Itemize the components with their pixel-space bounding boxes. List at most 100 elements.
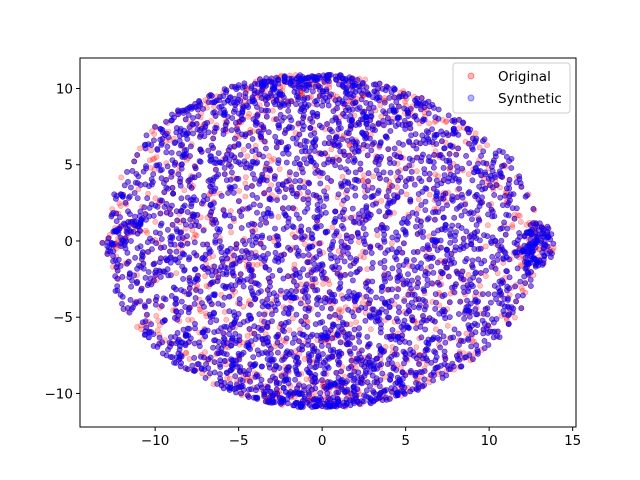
point-original: [421, 109, 428, 116]
point-original: [156, 199, 163, 206]
point-original: [359, 177, 366, 184]
point-original: [254, 118, 261, 125]
point-original: [264, 397, 270, 404]
point-original: [334, 391, 341, 398]
point-original: [444, 306, 450, 313]
point-original: [400, 155, 406, 161]
point-original: [322, 337, 328, 344]
point-original: [411, 318, 418, 325]
point-original: [314, 194, 320, 201]
point-original: [311, 241, 318, 247]
point-original: [390, 209, 397, 216]
point-original: [421, 113, 428, 120]
point-original: [292, 348, 299, 355]
point-original: [197, 103, 203, 110]
point-original: [320, 249, 326, 256]
point-original: [378, 197, 385, 204]
point-original: [196, 296, 203, 303]
point-original: [432, 148, 439, 155]
point-original: [446, 335, 453, 342]
point-original: [532, 231, 539, 237]
point-original: [356, 348, 363, 355]
point-original: [476, 157, 483, 163]
point-original: [183, 349, 190, 356]
point-original: [308, 93, 314, 100]
point-original: [128, 229, 135, 236]
point-original: [229, 292, 235, 299]
point-original: [109, 206, 116, 212]
point-original: [517, 262, 524, 268]
point-original: [152, 124, 159, 131]
point-original: [295, 227, 302, 234]
point-original: [278, 94, 284, 101]
point-original: [516, 212, 523, 219]
point-original: [361, 379, 368, 385]
point-original: [357, 378, 364, 385]
point-original: [243, 263, 250, 269]
point-original: [484, 142, 490, 149]
point-original: [376, 348, 383, 355]
point-original: [163, 160, 170, 167]
point-original: [249, 266, 256, 273]
point-original: [283, 97, 289, 104]
point-original: [253, 95, 260, 101]
point-original: [352, 219, 359, 226]
point-original: [328, 146, 335, 153]
point-original: [450, 143, 457, 149]
point-original: [326, 281, 333, 287]
point-original: [373, 381, 379, 387]
point-original: [352, 137, 359, 143]
point-original: [123, 234, 129, 241]
point-original: [271, 297, 278, 304]
point-original: [483, 182, 490, 189]
point-original: [338, 308, 345, 315]
point-original: [550, 244, 557, 251]
point-original: [327, 353, 334, 360]
point-original: [445, 189, 452, 196]
point-original: [291, 261, 298, 268]
point-original: [411, 317, 418, 323]
point-original: [201, 226, 207, 233]
point-original: [205, 283, 212, 290]
point-original: [187, 179, 194, 186]
point-original: [456, 337, 462, 344]
point-original: [432, 171, 439, 178]
point-original: [336, 306, 343, 313]
point-original: [136, 221, 143, 228]
point-original: [233, 124, 240, 130]
point-original: [299, 397, 306, 404]
point-original: [176, 318, 183, 324]
point-original: [288, 181, 295, 187]
point-original: [157, 304, 163, 311]
point-original: [380, 387, 387, 393]
point-original: [279, 399, 286, 406]
point-original: [223, 128, 230, 135]
point-original: [415, 196, 422, 203]
point-original: [446, 167, 453, 173]
point-original: [513, 281, 519, 288]
point-original: [395, 272, 402, 279]
point-original: [471, 293, 478, 300]
point-original: [309, 81, 316, 88]
point-original: [340, 150, 347, 157]
point-original: [503, 315, 510, 321]
point-original: [137, 145, 143, 152]
point-original: [242, 193, 249, 200]
point-original: [315, 402, 322, 409]
point-original: [377, 364, 384, 371]
point-original: [278, 290, 284, 297]
point-original: [257, 123, 263, 130]
point-original: [525, 191, 532, 198]
point-original: [537, 238, 544, 245]
point-original: [131, 218, 137, 225]
point-original: [305, 259, 312, 265]
point-original: [329, 224, 336, 231]
point-original: [197, 132, 204, 139]
point-original: [356, 239, 362, 245]
point-original: [336, 270, 343, 277]
point-original: [258, 317, 265, 324]
point-original: [359, 300, 366, 306]
point-original: [475, 214, 482, 221]
point-original: [400, 279, 407, 286]
